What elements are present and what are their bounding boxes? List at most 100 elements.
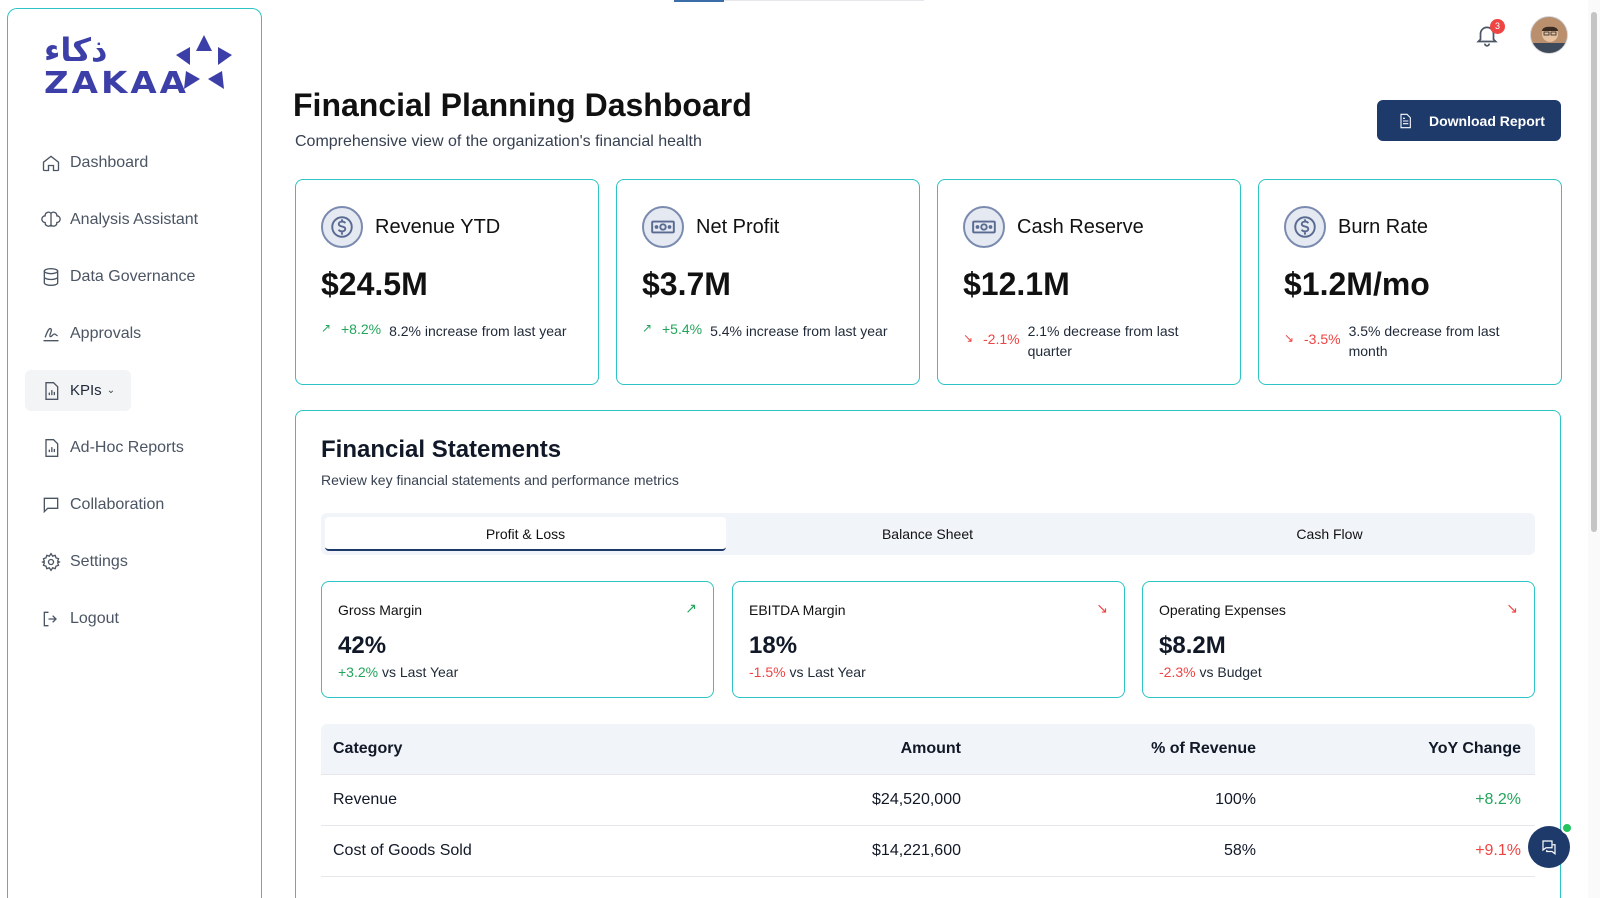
sidebar-item-label: Logout	[70, 609, 119, 627]
trend-up-icon: ↗	[685, 600, 697, 616]
column-header-yoy-change[interactable]: YoY Change	[1428, 740, 1521, 757]
dollar-circle-icon	[1284, 206, 1326, 248]
trend-down-icon: ↘	[1506, 600, 1518, 616]
sidebar-nav: Dashboard Analysis Assistant Data Govern…	[25, 142, 245, 655]
section-title: Financial Statements	[321, 436, 562, 463]
chevron-down-icon: ⌄	[106, 385, 116, 396]
dollar-circle-icon	[321, 206, 363, 248]
scrollbar-thumb[interactable]	[1591, 12, 1597, 532]
online-status-dot	[1561, 822, 1573, 834]
tab-balance-sheet[interactable]: Balance Sheet	[881, 526, 974, 542]
kpi-delta: ↘ -2.1% 2.1% decrease from last quarter	[963, 321, 1203, 361]
top-divider	[724, 0, 924, 1]
sidebar-item-analysis-assistant[interactable]: Analysis Assistant	[25, 199, 245, 240]
sidebar-item-dashboard[interactable]: Dashboard	[25, 142, 245, 183]
cell-amount: $14,221,600	[872, 842, 961, 859]
table-row: Cost of Goods Sold $14,221,600 58% +9.1%	[321, 826, 1535, 877]
metric-card-ebitda-margin: EBITDA Margin ↘ 18% -1.5% vs Last Year	[732, 581, 1125, 698]
metric-delta: -1.5% vs Last Year	[749, 664, 866, 680]
top-indicator	[674, 0, 724, 2]
metric-title: Gross Margin	[338, 602, 423, 618]
logo-arabic-text: ذكاء	[44, 31, 108, 69]
sidebar-item-kpis[interactable]: KPIs ⌄	[25, 370, 131, 411]
banknote-icon	[963, 206, 1005, 248]
kpi-card-cash-reserve: Cash Reserve $12.1M ↘ -2.1% 2.1% decreas…	[937, 179, 1241, 385]
cell-amount: $24,520,000	[872, 791, 961, 808]
sidebar-item-data-governance[interactable]: Data Governance	[25, 256, 245, 297]
kpi-title: Net Profit	[696, 216, 780, 238]
page-scrollbar[interactable]	[1588, 0, 1600, 898]
trend-down-arrow-icon: ↘	[1284, 331, 1295, 345]
table-header-row: Category Amount % of Revenue YoY Change	[321, 724, 1535, 775]
table-row: Revenue $24,520,000 100% +8.2%	[321, 775, 1535, 826]
kpi-value: $24.5M	[321, 266, 428, 302]
column-header-category[interactable]: Category	[333, 740, 403, 757]
column-header-pct-revenue[interactable]: % of Revenue	[1151, 740, 1256, 757]
sidebar: ذكاء ZAKAA Dashboard Analysis Assistant	[7, 8, 262, 898]
chat-icon	[43, 497, 59, 513]
column-header-amount[interactable]: Amount	[900, 740, 961, 757]
profit-loss-table: Category Amount % of Revenue YoY Change …	[321, 724, 1535, 877]
sidebar-item-label: Data Governance	[70, 267, 196, 285]
database-icon	[43, 267, 59, 286]
avatar[interactable]	[1530, 16, 1568, 54]
sidebar-item-settings[interactable]: Settings	[25, 541, 245, 582]
cell-category: Cost of Goods Sold	[333, 842, 472, 859]
logout-icon	[43, 611, 57, 626]
download-report-button[interactable]: Download Report	[1377, 100, 1561, 141]
bell-icon	[1476, 26, 1498, 47]
trend-up-arrow-icon: ↗	[642, 321, 653, 335]
kpi-delta-text: 2.1% decrease from last quarter	[1027, 323, 1179, 359]
kpi-value: $3.7M	[642, 266, 731, 302]
kpi-card-burn-rate: Burn Rate $1.2M/mo ↘ -3.5% 3.5% decrease…	[1258, 179, 1562, 385]
download-report-label: Download Report	[1429, 112, 1545, 129]
metric-title: EBITDA Margin	[749, 602, 846, 618]
page-subtitle: Comprehensive view of the organization's…	[295, 133, 702, 150]
metric-value: 42%	[338, 632, 387, 659]
logo-latin-text: ZAKAA	[44, 65, 189, 101]
metric-compare: vs Budget	[1199, 664, 1262, 680]
sidebar-item-label: KPIs	[70, 382, 102, 399]
logo-star-icon	[176, 35, 232, 89]
metric-value: $8.2M	[1159, 632, 1226, 659]
sidebar-item-label: Analysis Assistant	[70, 210, 199, 228]
sidebar-item-label: Settings	[70, 552, 128, 570]
cell-yoy: +8.2%	[1475, 791, 1521, 808]
kpi-value: $1.2M/mo	[1284, 266, 1430, 302]
sidebar-item-ad-hoc-reports[interactable]: Ad-Hoc Reports	[25, 427, 245, 468]
metric-change: -2.3%	[1159, 664, 1196, 680]
sidebar-item-collaboration[interactable]: Collaboration	[25, 484, 245, 525]
kpi-delta-pct: -2.1%	[983, 331, 1020, 347]
notification-bell[interactable]	[1474, 22, 1500, 48]
sidebar-item-logout[interactable]: Logout	[25, 598, 245, 639]
page-title: Financial Planning Dashboard	[293, 87, 752, 123]
tab-profit-loss[interactable]: Profit & Loss	[325, 517, 726, 551]
user-photo-icon	[1531, 17, 1567, 53]
chat-icon	[1542, 840, 1556, 855]
metric-change: +3.2%	[338, 664, 379, 680]
cell-yoy: +9.1%	[1475, 842, 1521, 859]
statement-tabs: Profit & Loss Balance Sheet Cash Flow	[321, 513, 1535, 555]
kpi-delta: ↗ +8.2% 8.2% increase from last year	[321, 321, 567, 341]
zakaa-logo[interactable]: ذكاء ZAKAA	[36, 31, 236, 106]
brain-icon	[41, 211, 61, 227]
metric-value: 18%	[749, 632, 798, 659]
trend-down-arrow-icon: ↘	[963, 331, 974, 345]
kpi-delta: ↗ +5.4% 5.4% increase from last year	[642, 321, 888, 341]
cell-pct: 58%	[1223, 842, 1256, 859]
trend-up-arrow-icon: ↗	[321, 321, 332, 335]
sidebar-item-label: Approvals	[70, 324, 142, 342]
metric-delta: +3.2% vs Last Year	[338, 664, 458, 680]
kpi-title: Burn Rate	[1338, 216, 1429, 238]
signature-icon	[43, 327, 59, 341]
metric-title: Operating Expenses	[1159, 602, 1286, 618]
kpi-title: Cash Reserve	[1017, 216, 1144, 238]
kpi-delta-text: 5.4% increase from last year	[710, 323, 888, 339]
section-subtitle: Review key financial statements and perf…	[321, 472, 679, 488]
sidebar-item-label: Collaboration	[70, 495, 165, 513]
tab-cash-flow[interactable]: Cash Flow	[1296, 526, 1363, 542]
sidebar-item-approvals[interactable]: Approvals	[25, 313, 245, 354]
home-icon	[42, 154, 60, 171]
kpi-delta-pct: +5.4%	[662, 321, 703, 337]
